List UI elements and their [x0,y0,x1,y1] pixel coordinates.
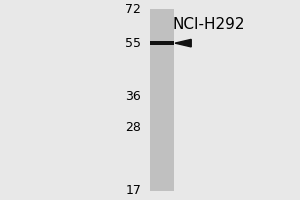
Text: 28: 28 [125,121,141,134]
Text: 17: 17 [125,184,141,197]
Bar [150,9,174,191]
Polygon shape [175,39,191,47]
Text: NCI-H292: NCI-H292 [172,17,245,32]
Text: 72: 72 [125,3,141,16]
Text: 55: 55 [125,37,141,50]
Text: 36: 36 [125,90,141,103]
Bar [150,41,174,45]
